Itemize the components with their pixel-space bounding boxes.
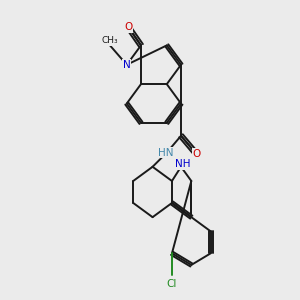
Text: N: N	[123, 60, 130, 70]
Text: NH: NH	[175, 159, 190, 169]
Text: CH₃: CH₃	[102, 36, 118, 45]
Text: HN: HN	[158, 148, 173, 158]
Text: Cl: Cl	[167, 279, 177, 289]
Text: O: O	[192, 149, 201, 159]
Text: O: O	[124, 22, 132, 32]
